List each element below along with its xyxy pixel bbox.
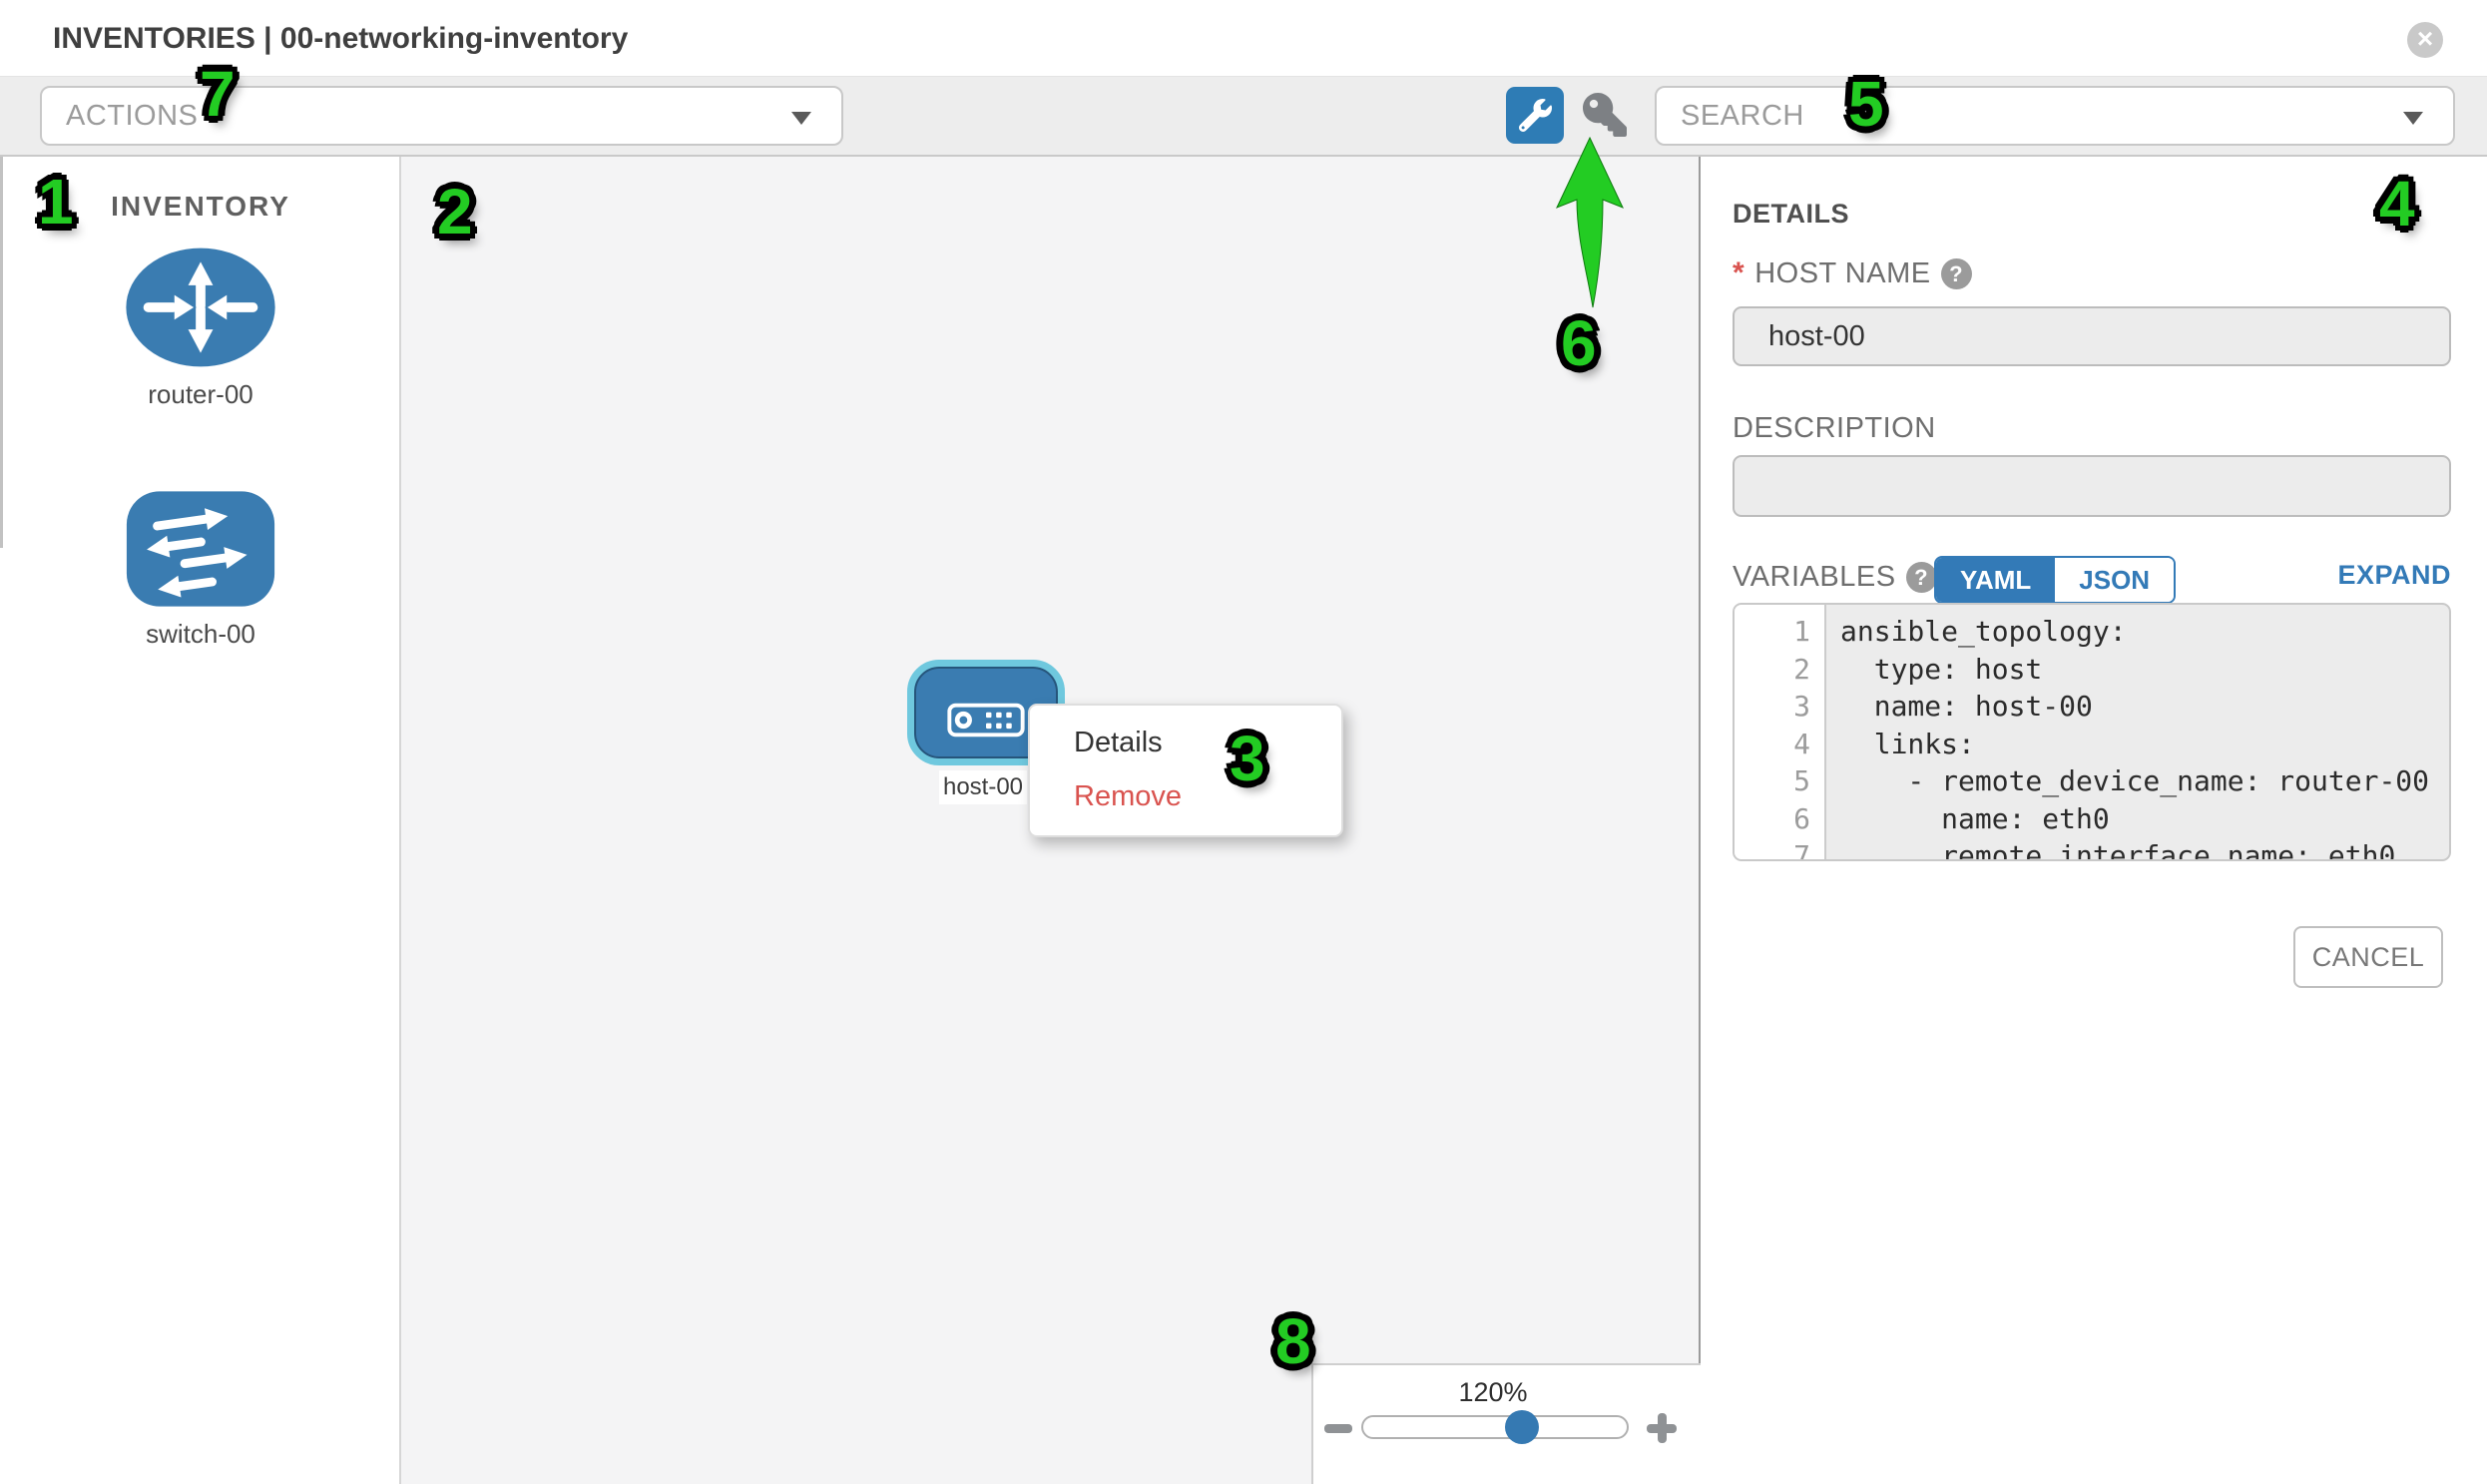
code-line: type: host xyxy=(1840,652,2043,686)
required-asterisk: * xyxy=(1733,256,1745,289)
details-heading: DETAILS xyxy=(1733,199,1849,229)
variables-code-editor[interactable]: 1 2 3 4 5 6 7 ansible_topology: type: ho… xyxy=(1733,603,2451,861)
chevron-down-icon xyxy=(791,112,811,125)
expand-link[interactable]: EXPAND xyxy=(2337,560,2451,590)
device-label: router-00 xyxy=(148,379,253,409)
annotation-number-7: 7 xyxy=(200,58,236,130)
host-node-label: host-00 xyxy=(939,770,1027,804)
line-number: 6 xyxy=(1793,801,1810,835)
chevron-down-icon xyxy=(2403,112,2423,125)
tab-json[interactable]: JSON xyxy=(2055,558,2175,602)
host-name-input[interactable] xyxy=(1733,306,2451,366)
annotation-number-1: 1 xyxy=(38,166,74,238)
annotation-number-4: 4 xyxy=(2379,168,2415,240)
context-menu-item-details[interactable]: Details xyxy=(1074,727,1163,758)
question-circle-icon[interactable]: ? xyxy=(1905,562,1937,593)
topology-canvas[interactable]: host-00 Details Remove 120% xyxy=(401,157,1701,1484)
code-line: remote_interface_name: eth0 xyxy=(1840,839,2396,861)
description-label: DESCRIPTION xyxy=(1733,412,1936,444)
palette-item-switch[interactable]: switch-00 xyxy=(0,490,401,650)
line-number: 7 xyxy=(1793,839,1810,861)
search-dropdown-label: SEARCH xyxy=(1681,100,1804,132)
palette-item-router[interactable]: router-00 xyxy=(0,247,401,410)
line-number: 5 xyxy=(1793,764,1810,797)
host-name-label: HOST NAME xyxy=(1754,256,1931,289)
code-line: - remote_device_name: router-00 xyxy=(1840,764,2430,797)
variables-label-row: VARIABLES ? xyxy=(1733,561,1937,594)
green-arrow-up-icon xyxy=(1556,136,1624,308)
zoom-in-plus-icon[interactable] xyxy=(1647,1413,1677,1443)
details-panel: DETAILS * HOST NAME ? DESCRIPTION VARIAB… xyxy=(1703,157,2487,1484)
annotation-number-3: 3 xyxy=(1230,723,1265,794)
code-gutter: 1 2 3 4 5 6 7 xyxy=(1735,605,1826,859)
line-number: 2 xyxy=(1793,652,1810,686)
code-line: links: xyxy=(1840,727,1975,760)
zoom-control: 120% xyxy=(1311,1363,1701,1484)
variables-format-toggle: YAML JSON xyxy=(1934,556,2177,604)
search-dropdown[interactable]: SEARCH xyxy=(1655,86,2455,146)
description-label-row: DESCRIPTION xyxy=(1733,412,1936,445)
tools-button[interactable] xyxy=(1506,87,1564,144)
close-icon[interactable]: × xyxy=(2407,22,2443,58)
variables-label: VARIABLES xyxy=(1733,561,1896,593)
zoom-slider-handle[interactable] xyxy=(1505,1410,1539,1444)
annotation-number-5: 5 xyxy=(1848,68,1884,140)
code-line: name: eth0 xyxy=(1840,801,2110,835)
line-number: 1 xyxy=(1793,615,1810,648)
host-server-icon xyxy=(947,703,1025,738)
context-menu-item-remove[interactable]: Remove xyxy=(1074,780,1182,812)
actions-dropdown-label: ACTIONS xyxy=(66,100,199,132)
zoom-percent-value: 120% xyxy=(1458,1377,1528,1407)
annotation-number-6: 6 xyxy=(1561,307,1597,379)
code-line: ansible_topology: xyxy=(1840,615,2127,648)
description-input[interactable] xyxy=(1733,455,2451,517)
cancel-button[interactable]: CANCEL xyxy=(2293,926,2443,988)
device-label: switch-00 xyxy=(146,619,255,649)
annotation-number-8: 8 xyxy=(1275,1305,1311,1377)
node-context-menu: Details Remove xyxy=(1028,704,1343,837)
credentials-key-button[interactable] xyxy=(1581,91,1629,139)
switch-icon xyxy=(126,491,275,607)
sidebar-heading: INVENTORY xyxy=(111,191,290,222)
header: INVENTORIES | 00-networking-inventory × xyxy=(0,0,2487,77)
code-content[interactable]: ansible_topology: type: host name: host-… xyxy=(1826,605,2449,859)
page-title: INVENTORIES | 00-networking-inventory xyxy=(53,22,629,55)
key-icon xyxy=(1583,93,1627,137)
inventory-sidebar: INVENTORY router-00 xyxy=(0,157,401,1484)
wrench-icon xyxy=(1518,99,1552,132)
actions-dropdown[interactable]: ACTIONS xyxy=(40,86,843,146)
line-number: 4 xyxy=(1793,727,1810,760)
zoom-out-minus-icon[interactable] xyxy=(1324,1424,1352,1433)
annotation-number-2: 2 xyxy=(437,176,473,247)
zoom-slider-track[interactable] xyxy=(1361,1415,1629,1439)
host-name-label-row: * HOST NAME ? xyxy=(1733,256,1972,290)
tab-yaml[interactable]: YAML xyxy=(1936,558,2056,602)
router-icon xyxy=(126,247,275,367)
code-line: name: host-00 xyxy=(1840,690,2093,723)
sidebar-scrollbar[interactable] xyxy=(0,157,3,548)
toolbar: ACTIONS SEARCH xyxy=(0,77,2487,157)
line-number: 3 xyxy=(1793,690,1810,723)
question-circle-icon[interactable]: ? xyxy=(1940,257,1972,289)
